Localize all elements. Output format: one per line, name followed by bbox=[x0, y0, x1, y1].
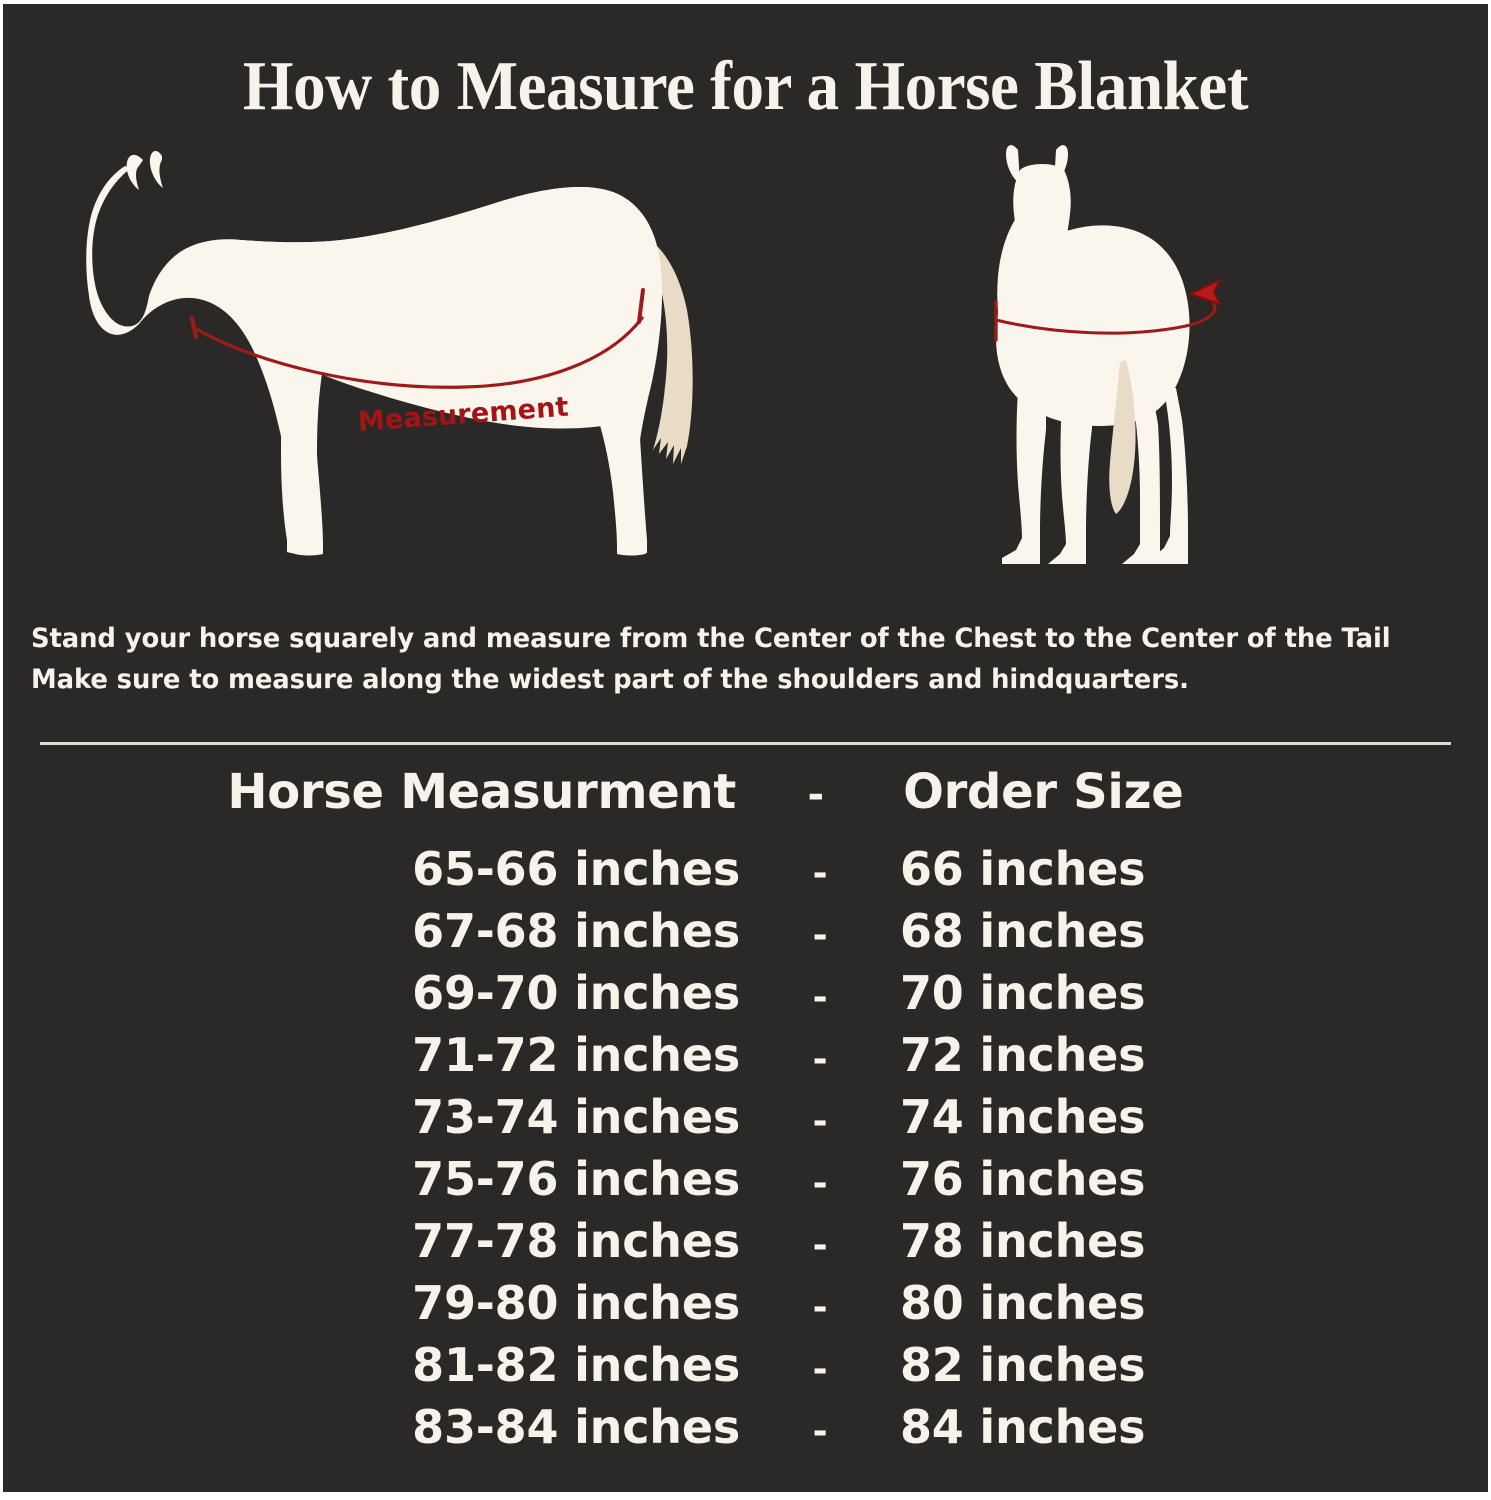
cell-order-size: 78 inches bbox=[900, 1214, 1146, 1268]
cell-order-size: 66 inches bbox=[900, 842, 1146, 896]
column-header-measurement: Horse Measurment bbox=[227, 764, 737, 820]
cell-separator: - bbox=[812, 1349, 828, 1390]
cell-order-size: 70 inches bbox=[900, 966, 1146, 1020]
side-view-horse-icon bbox=[86, 150, 693, 556]
instructions-text: Stand your horse squarely and measure fr… bbox=[31, 618, 1435, 700]
illustration-area: Measurement bbox=[3, 132, 1488, 602]
table-row: 73-74 inches - 74 inches bbox=[3, 1090, 1488, 1152]
cell-measurement: 83-84 inches bbox=[412, 1400, 740, 1454]
page-title: How to Measure for a Horse Blanket bbox=[242, 48, 1249, 125]
cell-separator: - bbox=[812, 915, 828, 956]
column-header-order-size: Order Size bbox=[903, 764, 1184, 820]
cell-separator: - bbox=[812, 1039, 828, 1080]
instructions-line-2: Make sure to measure along the widest pa… bbox=[31, 664, 1189, 695]
cell-measurement: 67-68 inches bbox=[412, 904, 740, 958]
cell-order-size: 72 inches bbox=[900, 1028, 1146, 1082]
cell-order-size: 80 inches bbox=[900, 1276, 1146, 1330]
size-chart-header-row: Horse Measurment - Order Size bbox=[3, 764, 1488, 842]
table-row: 71-72 inches - 72 inches bbox=[3, 1028, 1488, 1090]
table-row: 79-80 inches - 80 inches bbox=[3, 1276, 1488, 1338]
cell-separator: - bbox=[812, 977, 828, 1018]
table-row: 83-84 inches - 84 inches bbox=[3, 1400, 1488, 1462]
cell-separator: - bbox=[812, 853, 828, 894]
cell-order-size: 76 inches bbox=[900, 1152, 1146, 1206]
cell-measurement: 81-82 inches bbox=[412, 1338, 740, 1392]
column-header-separator: - bbox=[807, 772, 824, 818]
cell-separator: - bbox=[812, 1101, 828, 1142]
cell-separator: - bbox=[812, 1225, 828, 1266]
cell-order-size: 74 inches bbox=[900, 1090, 1146, 1144]
rear-view-horse-icon bbox=[994, 145, 1221, 564]
cell-measurement: 75-76 inches bbox=[412, 1152, 740, 1206]
table-row: 77-78 inches - 78 inches bbox=[3, 1214, 1488, 1276]
cell-order-size: 84 inches bbox=[900, 1400, 1146, 1454]
size-chart: Horse Measurment - Order Size 65-66 inch… bbox=[3, 764, 1488, 1462]
cell-measurement: 73-74 inches bbox=[412, 1090, 740, 1144]
table-row: 65-66 inches - 66 inches bbox=[3, 842, 1488, 904]
cell-measurement: 71-72 inches bbox=[412, 1028, 740, 1082]
table-row: 81-82 inches - 82 inches bbox=[3, 1338, 1488, 1400]
cell-order-size: 82 inches bbox=[900, 1338, 1146, 1392]
cell-measurement: 65-66 inches bbox=[412, 842, 740, 896]
section-divider bbox=[40, 742, 1451, 745]
table-row: 69-70 inches - 70 inches bbox=[3, 966, 1488, 1028]
instructions-line-1: Stand your horse squarely and measure fr… bbox=[31, 623, 1391, 654]
horse-blanket-sizing-infographic: How to Measure for a Horse Blanket Measu… bbox=[3, 4, 1488, 1492]
table-row: 75-76 inches - 76 inches bbox=[3, 1152, 1488, 1214]
cell-order-size: 68 inches bbox=[900, 904, 1146, 958]
cell-separator: - bbox=[812, 1411, 828, 1452]
table-row: 67-68 inches - 68 inches bbox=[3, 904, 1488, 966]
cell-separator: - bbox=[812, 1163, 828, 1204]
cell-measurement: 69-70 inches bbox=[412, 966, 740, 1020]
cell-measurement: 79-80 inches bbox=[412, 1276, 740, 1330]
cell-separator: - bbox=[812, 1287, 828, 1328]
cell-measurement: 77-78 inches bbox=[412, 1214, 740, 1268]
